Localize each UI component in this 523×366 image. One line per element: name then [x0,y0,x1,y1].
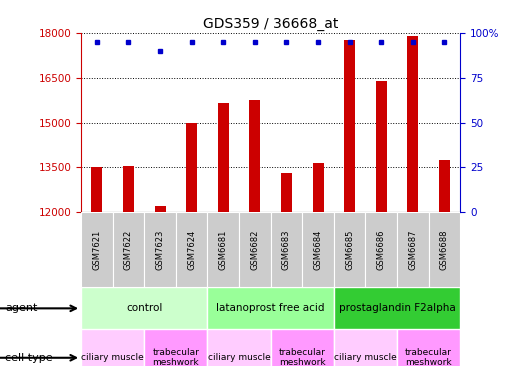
Text: cell type: cell type [5,353,53,363]
Text: GSM6683: GSM6683 [282,229,291,270]
Bar [176,212,208,287]
Bar [334,329,397,366]
Text: GSM6682: GSM6682 [251,229,259,270]
Text: prostaglandin F2alpha: prostaglandin F2alpha [339,303,456,313]
Bar [154,206,166,212]
Bar [239,212,271,287]
Bar [218,103,229,212]
Bar [376,81,387,212]
Text: ciliary muscle: ciliary muscle [334,353,397,362]
Text: GSM6686: GSM6686 [377,229,386,270]
Text: GSM7623: GSM7623 [155,229,165,270]
Bar [144,329,208,366]
Text: ciliary muscle: ciliary muscle [81,353,144,362]
Bar [439,160,450,212]
Bar [144,212,176,287]
Bar [81,212,112,287]
Bar [208,212,239,287]
Text: latanoprost free acid: latanoprost free acid [217,303,325,313]
Bar [208,287,334,329]
Text: GSM6685: GSM6685 [345,229,354,270]
Text: GSM7622: GSM7622 [124,230,133,270]
Bar [123,166,134,212]
Bar [281,173,292,212]
Text: GSM6688: GSM6688 [440,229,449,270]
Bar [366,212,397,287]
Bar [81,329,144,366]
Bar [271,212,302,287]
Bar [397,212,429,287]
Bar [313,163,324,212]
Bar [334,212,366,287]
Text: agent: agent [5,303,38,313]
Text: GSM6681: GSM6681 [219,229,228,270]
Bar [344,40,355,212]
Text: trabecular
meshwork: trabecular meshwork [279,348,326,366]
Text: GSM6684: GSM6684 [314,229,323,270]
Bar [186,123,197,212]
Bar [81,287,208,329]
Bar [407,36,418,212]
Text: ciliary muscle: ciliary muscle [208,353,270,362]
Text: control: control [126,303,163,313]
Bar [334,287,460,329]
Bar [302,212,334,287]
Bar [429,212,460,287]
Bar [92,168,103,212]
Text: GSM6687: GSM6687 [408,229,417,270]
Title: GDS359 / 36668_at: GDS359 / 36668_at [203,16,338,30]
Text: GSM7621: GSM7621 [93,230,101,270]
Text: trabecular
meshwork: trabecular meshwork [405,348,452,366]
Bar [397,329,460,366]
Bar [249,100,260,212]
Bar [271,329,334,366]
Text: GSM7624: GSM7624 [187,230,196,270]
Bar [208,329,271,366]
Bar [112,212,144,287]
Text: trabecular
meshwork: trabecular meshwork [152,348,199,366]
